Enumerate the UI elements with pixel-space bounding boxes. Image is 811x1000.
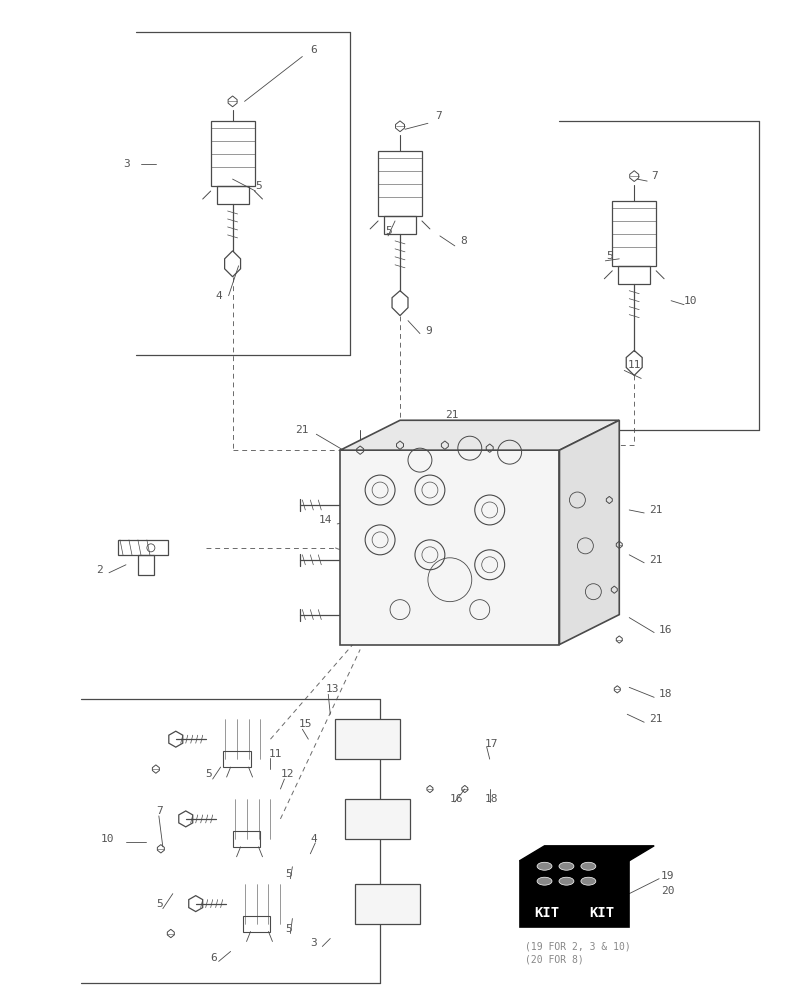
Text: 19: 19: [660, 871, 674, 881]
Ellipse shape: [580, 877, 595, 885]
Text: 13: 13: [325, 684, 338, 694]
Text: KIT: KIT: [589, 906, 614, 920]
Bar: [384, 216, 415, 234]
Text: 7: 7: [650, 171, 657, 181]
Text: 20: 20: [660, 886, 674, 896]
Bar: [118, 540, 168, 555]
Text: 5: 5: [285, 869, 292, 879]
Bar: [378, 151, 422, 216]
Text: 5: 5: [606, 251, 612, 261]
Text: 21: 21: [444, 410, 457, 420]
Text: 21: 21: [295, 425, 308, 435]
Bar: [232, 831, 260, 847]
Text: 9: 9: [424, 326, 431, 336]
Text: KIT: KIT: [534, 906, 559, 920]
Text: 2: 2: [96, 565, 103, 575]
Text: 18: 18: [659, 689, 672, 699]
Bar: [611, 201, 655, 266]
Text: 7: 7: [156, 806, 162, 816]
Ellipse shape: [558, 862, 573, 870]
Text: 16: 16: [449, 794, 463, 804]
Ellipse shape: [536, 862, 551, 870]
Text: 21: 21: [648, 555, 662, 565]
Text: 11: 11: [626, 360, 640, 370]
Text: 10: 10: [101, 834, 114, 844]
Text: 17: 17: [484, 739, 498, 749]
Text: 3: 3: [122, 159, 130, 169]
Bar: [617, 266, 650, 284]
Text: (20 FOR 8): (20 FOR 8): [524, 954, 582, 964]
Text: 4: 4: [216, 291, 222, 301]
Bar: [210, 121, 254, 186]
Text: 5: 5: [255, 181, 262, 191]
Bar: [340, 450, 559, 645]
Text: 10: 10: [683, 296, 697, 306]
Text: 6: 6: [210, 953, 217, 963]
Text: (19 FOR 2, 3 & 10): (19 FOR 2, 3 & 10): [524, 941, 629, 951]
Text: 5: 5: [156, 899, 162, 909]
Bar: [335, 719, 400, 759]
Text: 16: 16: [659, 625, 672, 635]
Polygon shape: [559, 420, 619, 645]
Bar: [519, 861, 629, 927]
Bar: [354, 884, 419, 924]
Bar: [138, 555, 153, 575]
Polygon shape: [340, 420, 619, 450]
Ellipse shape: [536, 877, 551, 885]
Bar: [222, 751, 251, 767]
Text: 3: 3: [310, 938, 316, 948]
Text: 21: 21: [648, 714, 662, 724]
Text: 18: 18: [484, 794, 498, 804]
Text: 6: 6: [310, 45, 316, 55]
Text: 14: 14: [318, 515, 332, 525]
Bar: [242, 916, 270, 932]
Ellipse shape: [558, 877, 573, 885]
Text: 21: 21: [648, 505, 662, 515]
Text: 5: 5: [285, 924, 292, 934]
Text: 15: 15: [298, 719, 311, 729]
Text: 8: 8: [459, 236, 466, 246]
Text: 5: 5: [384, 226, 392, 236]
Text: 12: 12: [280, 769, 294, 779]
Polygon shape: [519, 846, 654, 861]
Ellipse shape: [580, 862, 595, 870]
Text: 4: 4: [310, 834, 316, 844]
Bar: [217, 186, 248, 204]
Text: 11: 11: [268, 749, 281, 759]
Text: 5: 5: [205, 769, 212, 779]
Text: 7: 7: [435, 111, 441, 121]
Bar: [345, 799, 410, 839]
